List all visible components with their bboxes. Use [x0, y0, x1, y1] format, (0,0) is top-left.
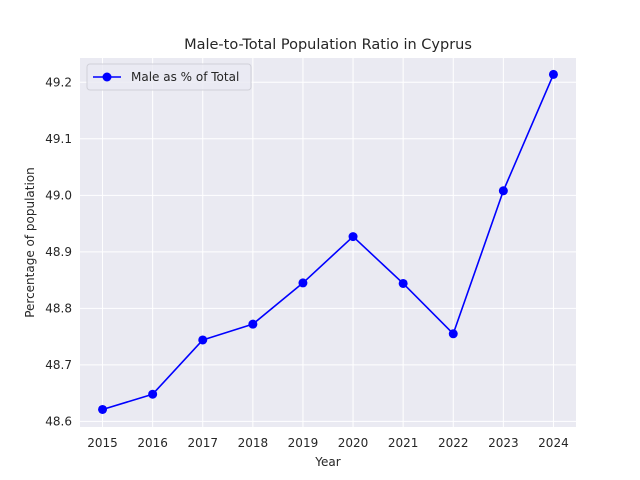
series-layer: [98, 69, 558, 414]
y-tick-label: 48.8: [45, 301, 72, 315]
y-tick-label: 48.7: [45, 358, 72, 372]
data-point: [548, 69, 558, 79]
legend-marker: [102, 72, 112, 82]
data-point: [448, 329, 458, 339]
x-tick-label: 2018: [238, 436, 269, 450]
plot-area: [80, 58, 576, 427]
x-tick-label: 2016: [137, 436, 168, 450]
y-tick-label: 48.9: [45, 245, 72, 259]
y-axis-label: Percentage of population: [23, 167, 37, 318]
y-axis-ticks: 48.6 48.7 48.8 48.9 49.0 49.1 49.2: [45, 75, 72, 428]
x-tick-label: 2023: [488, 436, 519, 450]
y-tick-label: 48.6: [45, 414, 72, 428]
grid-lines: [80, 58, 576, 427]
y-tick-label: 49.0: [45, 188, 72, 202]
x-tick-label: 2019: [288, 436, 319, 450]
chart-title: Male-to-Total Population Ratio in Cyprus: [184, 37, 472, 53]
x-tick-label: 2017: [187, 436, 218, 450]
data-point: [498, 186, 508, 196]
data-point: [98, 404, 108, 414]
x-tick-label: 2022: [438, 436, 469, 450]
x-tick-label: 2015: [87, 436, 118, 450]
legend-entry-label: Male as % of Total: [131, 70, 239, 84]
data-point: [348, 232, 358, 242]
y-tick-label: 49.1: [45, 132, 72, 146]
y-tick-label: 49.2: [45, 75, 72, 89]
x-tick-label: 2021: [388, 436, 419, 450]
series-line: [102, 74, 555, 411]
x-axis-ticks: 2015 2016 2017 2018 2019 2020 2021 2022 2023 2024: [87, 436, 568, 450]
data-point: [198, 335, 208, 345]
x-tick-label: 2020: [338, 436, 369, 450]
legend: Male as % of Total: [86, 63, 252, 91]
data-point: [298, 278, 308, 288]
legend-box: [86, 63, 252, 91]
x-axis-label: Year: [314, 455, 340, 469]
data-point: [398, 278, 408, 288]
data-point: [248, 319, 258, 329]
data-point: [148, 389, 158, 399]
x-tick-label: 2024: [538, 436, 569, 450]
